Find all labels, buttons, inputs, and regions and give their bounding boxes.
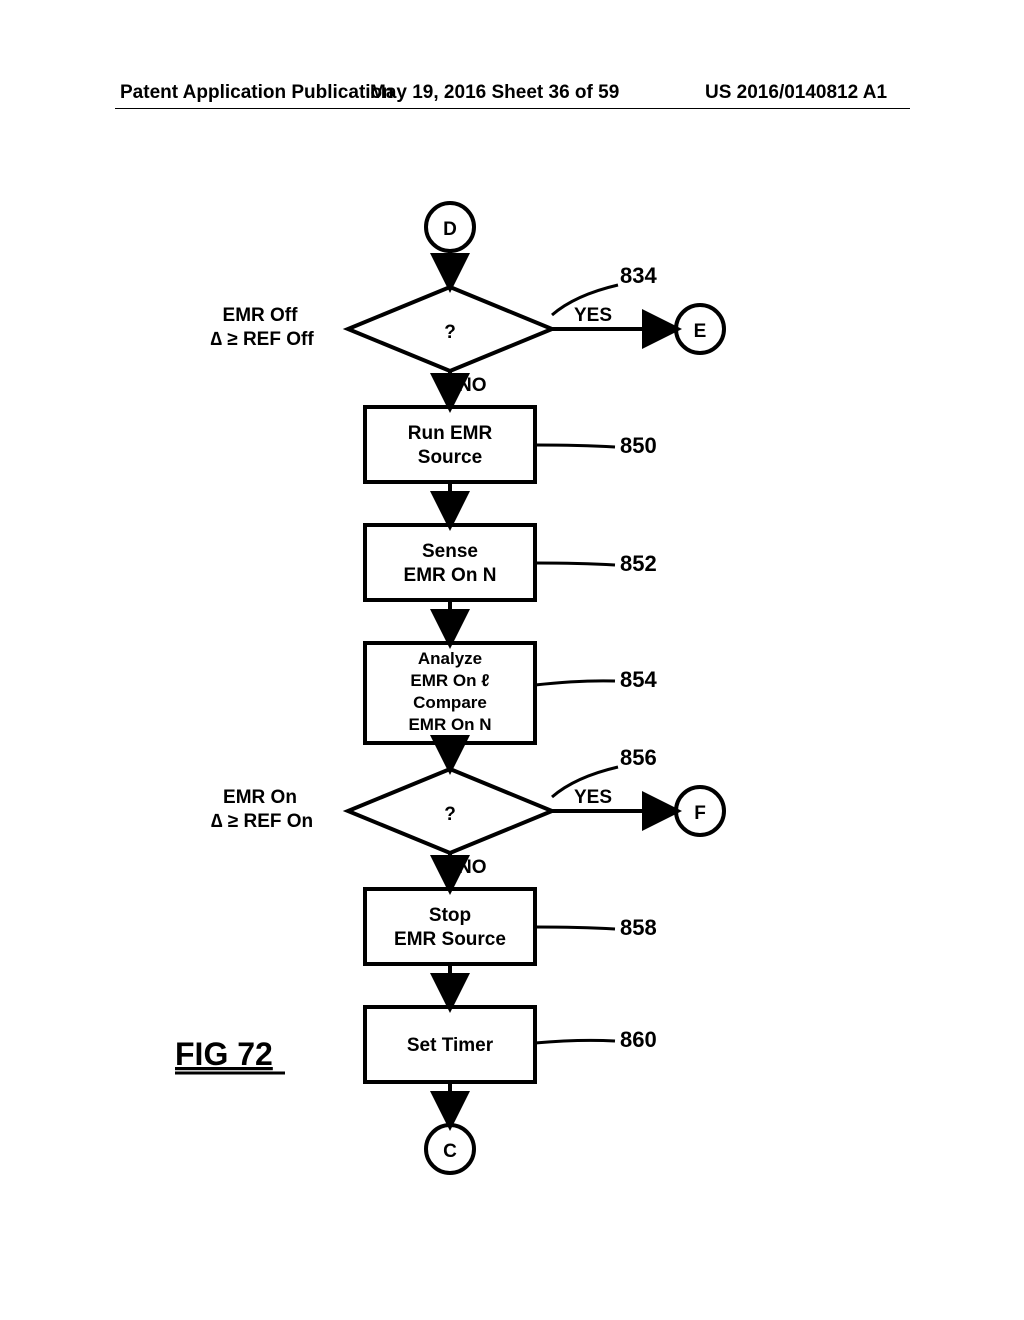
process-4-line2: EMR Source: [394, 929, 506, 950]
connector-f-label: F: [694, 803, 706, 824]
decision-2-label2: ∆ ≥ REF On: [211, 811, 313, 832]
process-2-line2: EMR On N: [404, 565, 497, 586]
process-1-line1: Run EMR: [408, 423, 493, 444]
decision-2-label1: EMR On: [223, 787, 297, 808]
process-5-line1: Set Timer: [407, 1035, 494, 1056]
ref-850: 850: [620, 433, 657, 458]
decision-1-q: ?: [444, 322, 456, 343]
process-4-line1: Stop: [429, 905, 471, 926]
connector-e-label: E: [694, 321, 707, 342]
process-2: [365, 525, 535, 600]
ref-852: 852: [620, 551, 657, 576]
decision-2-q: ?: [444, 804, 456, 825]
connector-c-label: C: [443, 1141, 457, 1162]
decision-1-label1: EMR Off: [223, 305, 299, 326]
ref-856: 856: [620, 745, 657, 770]
process-3-line4: EMR On N: [408, 715, 491, 734]
header-right: US 2016/0140812 A1: [705, 82, 887, 104]
decision-1-yes: YES: [574, 305, 612, 326]
leader-852: [535, 563, 615, 565]
decision-1-no: NO: [458, 375, 487, 396]
connector-d-label: D: [443, 219, 457, 240]
decision-2-no: NO: [458, 857, 487, 878]
header-center: May 19, 2016 Sheet 36 of 59: [370, 82, 619, 104]
leader-854: [535, 681, 615, 685]
header-divider: [115, 108, 910, 109]
process-4: [365, 889, 535, 964]
ref-860: 860: [620, 1027, 657, 1052]
ref-854: 854: [620, 667, 657, 692]
leader-858: [535, 927, 615, 929]
flowchart: D ? EMR Off ∆ ≥ REF Off YES 834 E NO Run…: [0, 195, 1024, 1245]
ref-858: 858: [620, 915, 657, 940]
leader-850: [535, 445, 615, 447]
process-3-line3: Compare: [413, 693, 487, 712]
process-1-line2: Source: [418, 447, 482, 468]
ref-834: 834: [620, 263, 657, 288]
process-2-line1: Sense: [422, 541, 478, 562]
process-3-line2: EMR On ℓ: [410, 671, 489, 690]
process-1: [365, 407, 535, 482]
decision-1-label2: ∆ ≥ REF Off: [210, 329, 314, 350]
header-left: Patent Application Publication: [120, 82, 394, 104]
process-3-line1: Analyze: [418, 649, 482, 668]
figure-label: FIG 72: [175, 1036, 273, 1072]
decision-2-yes: YES: [574, 787, 612, 808]
leader-860: [535, 1040, 615, 1043]
